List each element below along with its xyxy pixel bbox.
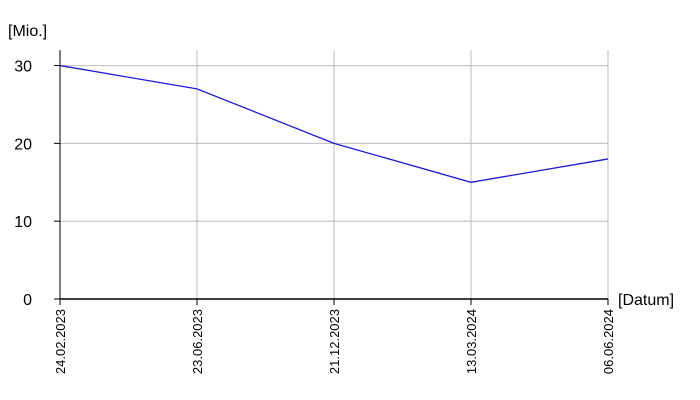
x-axis-label: [Datum] — [618, 292, 674, 309]
x-tick-label: 21.12.2023 — [327, 309, 342, 374]
x-tick-label: 13.03.2024 — [464, 309, 479, 374]
y-tick-label: 20 — [14, 136, 32, 153]
data-line — [59, 64, 609, 183]
x-tick-label: 23.06.2023 — [190, 309, 205, 374]
y-axis-label: [Mio.] — [8, 23, 47, 40]
y-tick-label: 0 — [23, 292, 32, 309]
x-tick-label: 24.02.2023 — [53, 309, 68, 374]
x-tick-label: 06.06.2024 — [601, 309, 616, 374]
y-tick-label: 30 — [14, 59, 32, 76]
y-tick-label: 10 — [14, 214, 32, 231]
